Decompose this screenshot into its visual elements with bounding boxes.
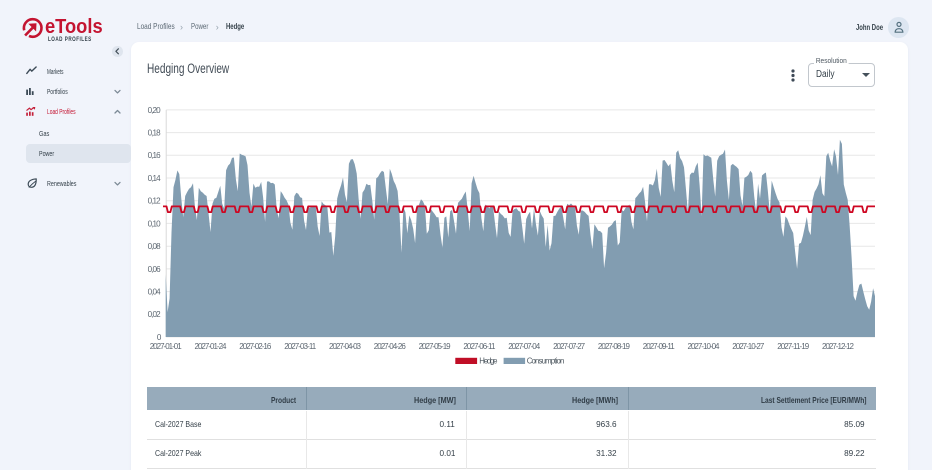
svg-text:0,02: 0,02	[148, 310, 161, 319]
svg-text:0,20: 0,20	[148, 106, 161, 115]
svg-text:2027-01-24: 2027-01-24	[195, 342, 228, 351]
svg-text:2027-08-19: 2027-08-19	[598, 342, 631, 351]
svg-text:2027-10-27: 2027-10-27	[732, 342, 765, 351]
svg-text:2027-01-01: 2027-01-01	[150, 342, 183, 351]
svg-text:Hedge: Hedge	[479, 356, 497, 365]
svg-text:2027-09-11: 2027-09-11	[643, 342, 676, 351]
svg-text:0,14: 0,14	[148, 174, 161, 183]
svg-text:0,06: 0,06	[148, 265, 161, 274]
svg-text:2027-02-16: 2027-02-16	[239, 342, 272, 351]
svg-text:2027-03-11: 2027-03-11	[284, 342, 317, 351]
svg-text:2027-10-04: 2027-10-04	[688, 342, 721, 351]
svg-text:0,18: 0,18	[148, 129, 161, 138]
svg-text:2027-07-04: 2027-07-04	[508, 342, 541, 351]
svg-text:2027-04-26: 2027-04-26	[374, 342, 407, 351]
svg-text:2027-05-19: 2027-05-19	[419, 342, 452, 351]
svg-text:0,10: 0,10	[148, 219, 161, 228]
svg-text:2027-12-12: 2027-12-12	[822, 342, 855, 351]
svg-text:0: 0	[157, 333, 162, 342]
svg-text:0,12: 0,12	[148, 197, 161, 206]
svg-text:2027-06-11: 2027-06-11	[463, 342, 496, 351]
svg-text:0,16: 0,16	[148, 151, 161, 160]
svg-text:Consumption: Consumption	[527, 356, 565, 365]
svg-text:2027-04-03: 2027-04-03	[329, 342, 362, 351]
svg-text:0,08: 0,08	[148, 242, 161, 251]
svg-text:2027-07-27: 2027-07-27	[553, 342, 586, 351]
svg-text:0,04: 0,04	[148, 288, 161, 297]
svg-text:2027-11-19: 2027-11-19	[777, 342, 810, 351]
